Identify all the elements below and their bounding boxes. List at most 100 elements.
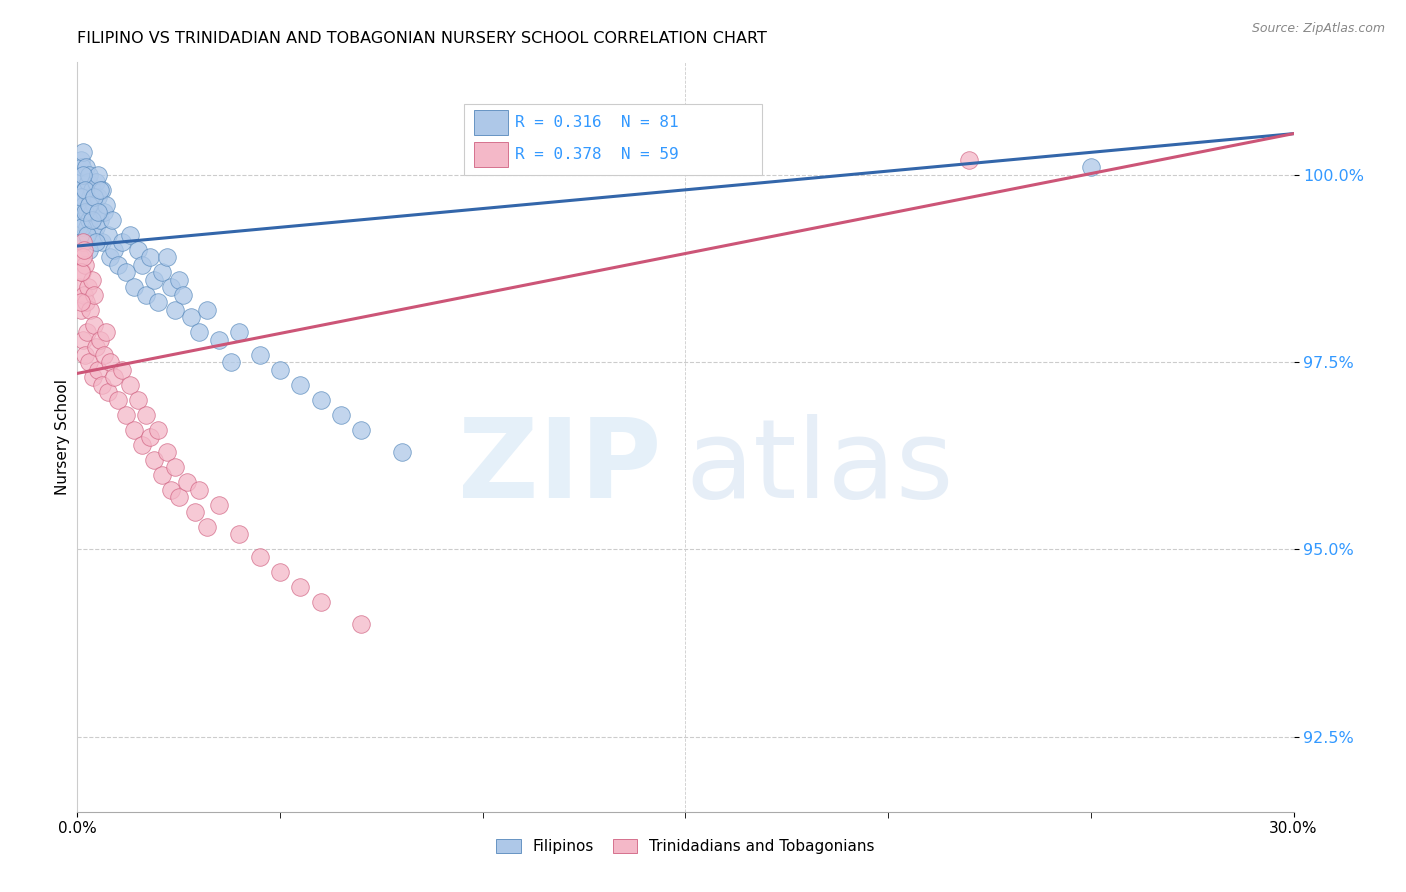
Point [79, 302, 101, 317]
Point [69, 265, 91, 279]
Point [86, 362, 108, 376]
Point [118, 227, 141, 242]
Point [69, 250, 91, 264]
Point [159, 280, 181, 294]
Point [111, 362, 134, 376]
Point [82, 183, 104, 197]
Point [176, 475, 198, 489]
Point [188, 483, 211, 497]
Point [86, 205, 108, 219]
Point [94, 325, 117, 339]
Point [89, 183, 111, 197]
Point [80, 212, 103, 227]
Text: FILIPINO VS TRINIDADIAN AND TOBAGONIAN NURSERY SCHOOL CORRELATION CHART: FILIPINO VS TRINIDADIAN AND TOBAGONIAN N… [77, 31, 768, 46]
Point [73, 258, 96, 272]
Point [111, 235, 134, 250]
FancyBboxPatch shape [474, 110, 508, 135]
Legend: Filipinos, Trinidadians and Tobagonians: Filipinos, Trinidadians and Tobagonians [491, 832, 880, 860]
Point [69, 235, 91, 250]
Point [101, 212, 124, 227]
Point [83, 198, 105, 212]
Point [139, 250, 162, 264]
Text: R = 0.378  N = 59: R = 0.378 N = 59 [515, 147, 679, 162]
Point [143, 452, 166, 467]
Point [73, 243, 96, 257]
Point [83, 227, 105, 242]
Point [80, 273, 103, 287]
Point [167, 490, 190, 504]
Point [84, 235, 107, 250]
Point [329, 408, 352, 422]
Point [127, 392, 149, 407]
Point [97, 227, 120, 242]
Point [73, 287, 96, 301]
Point [67, 183, 90, 197]
Point [103, 370, 125, 384]
Y-axis label: Nursery School: Nursery School [55, 379, 70, 495]
Point [90, 183, 112, 197]
Point [122, 423, 145, 437]
Point [80, 205, 103, 219]
Point [94, 198, 117, 212]
Point [91, 235, 114, 250]
Point [115, 408, 138, 422]
Point [84, 175, 107, 189]
Point [152, 265, 174, 279]
Point [135, 287, 157, 301]
Point [72, 250, 94, 264]
Point [208, 498, 231, 512]
Point [75, 161, 97, 175]
Point [249, 549, 271, 564]
Point [118, 377, 141, 392]
Point [83, 318, 105, 332]
Point [127, 243, 149, 257]
Point [195, 520, 218, 534]
Point [75, 183, 97, 197]
Point [163, 460, 186, 475]
Point [70, 295, 93, 310]
Point [70, 220, 93, 235]
Point [89, 212, 111, 227]
Point [208, 333, 231, 347]
Point [89, 333, 111, 347]
Point [139, 430, 162, 444]
Point [184, 505, 207, 519]
Point [72, 168, 94, 182]
Point [269, 565, 291, 579]
Point [195, 302, 218, 317]
Point [163, 302, 186, 317]
Text: ZIP: ZIP [458, 414, 661, 521]
Point [69, 153, 91, 167]
Point [148, 423, 170, 437]
Point [155, 250, 177, 264]
Point [98, 250, 121, 264]
Point [98, 355, 121, 369]
Point [70, 161, 93, 175]
Point [75, 183, 97, 197]
Point [228, 527, 250, 541]
Point [75, 348, 97, 362]
Point [77, 198, 100, 212]
Point [93, 348, 115, 362]
Point [159, 483, 181, 497]
Text: Source: ZipAtlas.com: Source: ZipAtlas.com [1251, 22, 1385, 36]
Point [76, 325, 98, 339]
Text: R = 0.316  N = 81: R = 0.316 N = 81 [515, 115, 679, 130]
Point [135, 408, 157, 422]
Point [167, 273, 190, 287]
Point [77, 175, 100, 189]
FancyBboxPatch shape [474, 142, 508, 168]
Point [79, 212, 101, 227]
Point [75, 295, 97, 310]
Point [97, 385, 120, 400]
Point [76, 227, 98, 242]
Point [79, 168, 101, 182]
Point [70, 302, 93, 317]
Point [90, 377, 112, 392]
Point [1080, 161, 1102, 175]
Point [79, 243, 101, 257]
Point [73, 198, 96, 212]
Point [152, 467, 174, 482]
Point [86, 190, 108, 204]
Point [72, 235, 94, 250]
